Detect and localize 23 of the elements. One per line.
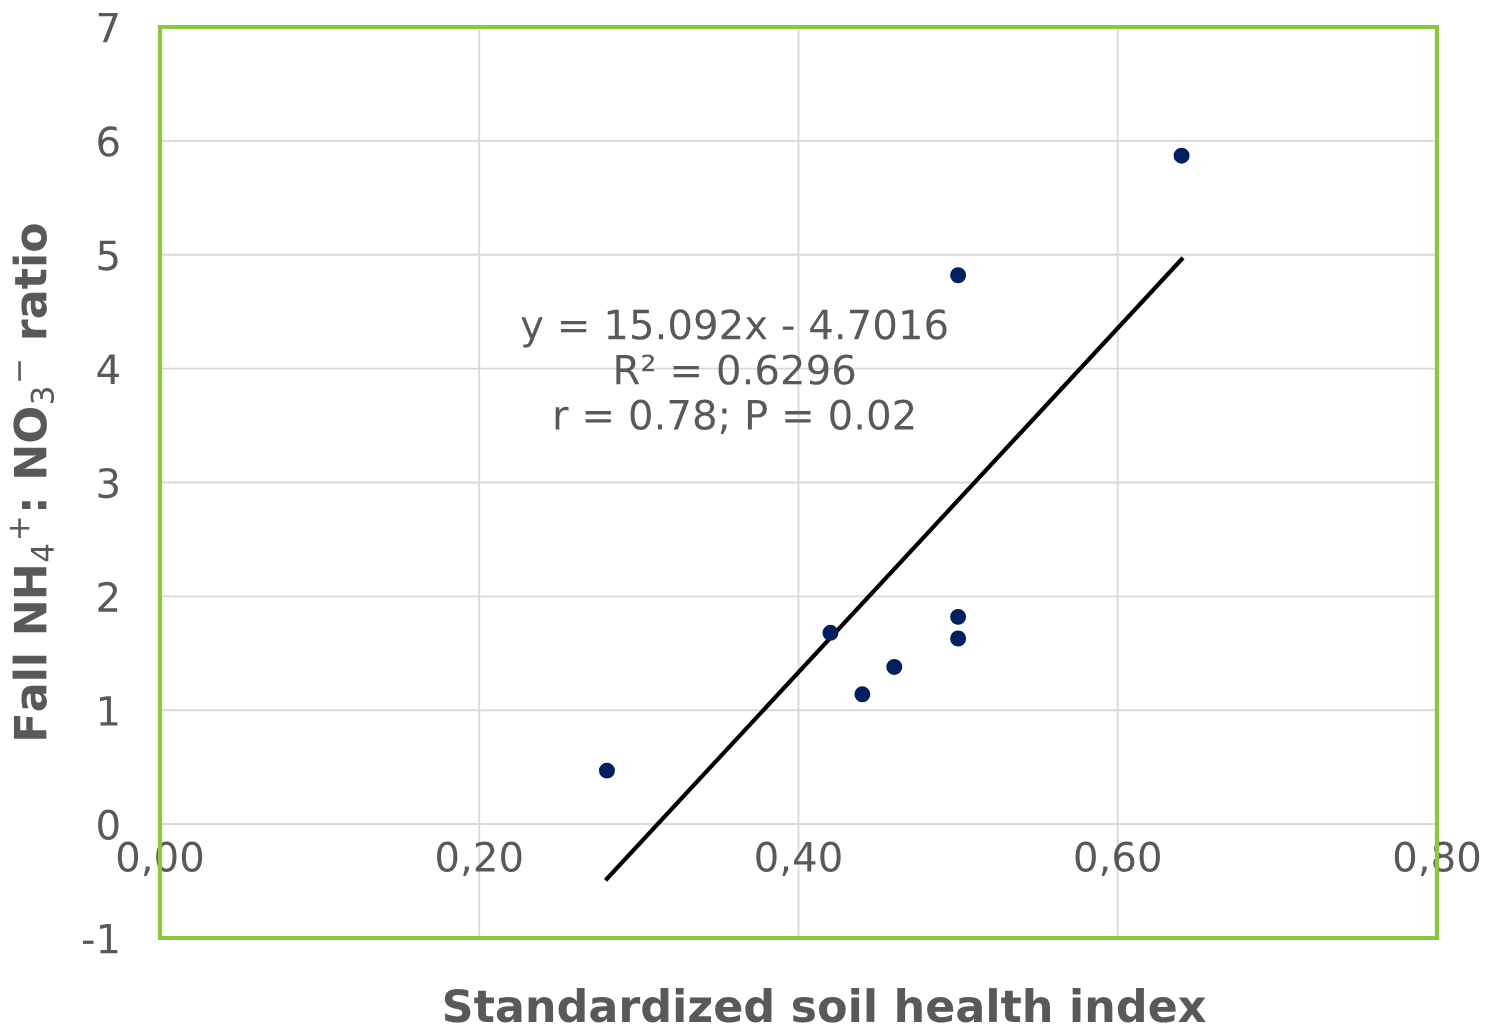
y-tick-label: -1 (82, 923, 118, 954)
annotation: y = 15.092x - 4.7016 R² = 0.6296 r = 0.78; P = 0.02 (521, 309, 947, 435)
point (854, 686, 871, 703)
point (950, 608, 967, 625)
y-tick-label: 7 (98, 12, 118, 43)
x-tick-label: 0,20 (437, 841, 522, 877)
point (1173, 147, 1190, 164)
point (950, 630, 967, 647)
y-tick-label: 4 (97, 354, 119, 384)
point (950, 267, 967, 284)
x-axis-title: Standardized soil health index (444, 988, 1206, 1023)
x-tick-label: 0,40 (756, 841, 841, 877)
point (822, 624, 839, 641)
y-tick-label: 2 (98, 581, 118, 612)
y-tick-label: 3 (98, 467, 118, 499)
x-tick-label: 0,60 (1075, 841, 1160, 877)
y-tick-label: 1 (99, 696, 118, 726)
y-axis-title: Fall NH$_{4}$$^{+}$: NO$_{3}$$^{−}$ ratio (9, 224, 55, 739)
y-tick-label: 0 (98, 809, 119, 840)
point (598, 762, 615, 779)
y-tick-label: 5 (98, 240, 118, 271)
y-tick-label: 6 (98, 126, 119, 157)
point (886, 658, 903, 675)
